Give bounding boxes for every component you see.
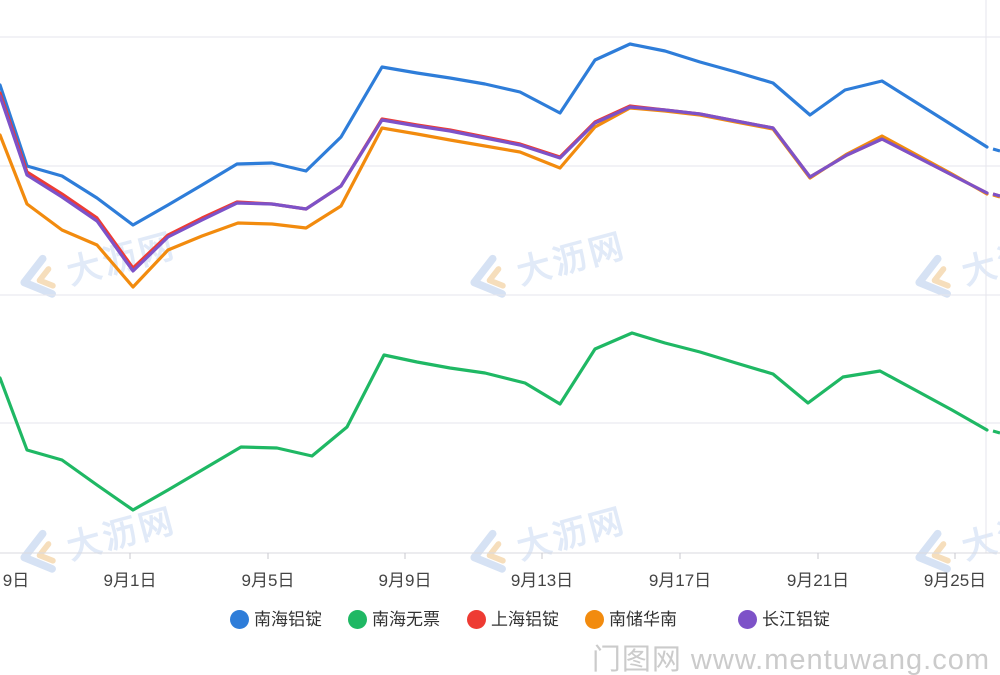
series-line-edge-dash — [992, 147, 1000, 153]
legend-dot-icon — [348, 610, 367, 629]
x-axis-label: 9月25日 — [923, 571, 987, 590]
legend-dot-icon — [230, 610, 249, 629]
legend-dot-icon — [467, 610, 486, 629]
line-chart-canvas — [0, 0, 1000, 559]
x-axis: 9日 9月1日 9月5日 9月9日 9月13日 9月17日 9月21日 9月25日 — [0, 566, 1000, 592]
x-axis-label: 9月21日 — [786, 571, 850, 590]
x-axis-label: 9月17日 — [648, 571, 712, 590]
legend-label: 长江铝锭 — [762, 610, 830, 629]
legend-dot-icon — [585, 610, 604, 629]
x-axis-label: 9月9日 — [378, 571, 432, 590]
legend-item[interactable]: 南海铝锭 — [230, 609, 322, 630]
legend-label: 南储华南 — [609, 610, 677, 629]
series-line — [0, 106, 989, 289]
x-axis-label: 9日 — [2, 571, 30, 590]
series-line — [0, 42, 989, 227]
x-axis-label: 9月13日 — [510, 571, 574, 590]
x-axis-label: 9月1日 — [103, 571, 157, 590]
legend-dot-icon — [738, 610, 757, 629]
legend-label: 南海铝锭 — [254, 610, 322, 629]
chart-legend: 南海铝锭 南海无票 上海铝锭 南储华南 长江铝锭 — [0, 609, 1000, 633]
legend-label: 上海铝锭 — [491, 610, 559, 629]
legend-item[interactable]: 上海铝锭 — [467, 609, 559, 630]
series-line — [0, 91, 989, 270]
legend-item[interactable]: 长江铝锭 — [738, 609, 830, 630]
x-axis-label: 9月5日 — [241, 571, 295, 590]
series-line-edge-dash — [992, 192, 1000, 198]
series-line — [0, 331, 989, 512]
legend-item[interactable]: 南储华南 — [585, 609, 677, 630]
site-watermark: 门图网 www.mentuwang.com — [591, 644, 990, 675]
series-line — [0, 94, 989, 273]
series-line-edge-dash — [992, 429, 1000, 435]
legend-label: 南海无票 — [372, 610, 440, 629]
legend-item[interactable]: 南海无票 — [348, 609, 440, 630]
